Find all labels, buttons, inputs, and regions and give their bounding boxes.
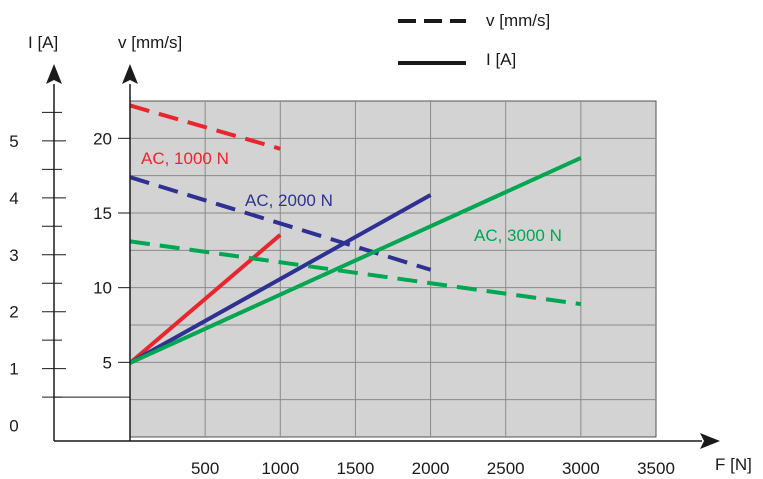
y-tick-label-current: 2 (9, 303, 18, 322)
series-velocity-line (130, 175, 432, 272)
series-current-line (130, 233, 282, 365)
legend-label-velocity: v [mm/s] (486, 11, 550, 30)
series-velocity-line (130, 103, 281, 151)
plot-area (129, 100, 657, 438)
y-tick-label-velocity: 10 (93, 279, 112, 298)
y-axis-current-arrow (46, 64, 62, 84)
x-tick-label: 2500 (487, 459, 525, 478)
y-axis-title-velocity: v [mm/s] (118, 33, 182, 52)
x-tick-label: 1000 (261, 459, 299, 478)
x-tick-label: 3500 (637, 459, 675, 478)
series-layer (130, 103, 582, 365)
series-label: AC, 3000 N (474, 226, 562, 245)
axes (46, 64, 720, 449)
y-axis-velocity-arrow (122, 64, 138, 84)
legend-label-current: I [A] (486, 50, 516, 69)
y-tick-label-current: 4 (9, 189, 18, 208)
series-current-line (130, 193, 432, 365)
x-axis-arrow (700, 433, 720, 449)
y-tick-label-velocity: 5 (103, 353, 112, 372)
series-labels: AC, 1000 N AC, 2000 N AC, 3000 N (141, 149, 562, 245)
y-tick-label-velocity: 15 (93, 204, 112, 223)
x-tick-label: 500 (191, 459, 219, 478)
series-velocity-line (130, 239, 582, 307)
x-tick-label: 2000 (412, 459, 450, 478)
series-label: AC, 2000 N (245, 191, 333, 210)
y-tick-label-velocity: 20 (93, 129, 112, 148)
series-label: AC, 1000 N (141, 149, 229, 168)
y-axis-title-current: I [A] (28, 33, 58, 52)
y-tick-label-current: 5 (9, 132, 18, 151)
x-tick-label: 3000 (562, 459, 600, 478)
y-tick-label-current: 3 (9, 246, 18, 265)
y-tick-label-current: 0 (9, 417, 18, 436)
y-tick-label-current: 1 (9, 360, 18, 379)
x-axis-title: F [N] (715, 455, 752, 474)
series-current-line (130, 156, 582, 365)
ticks-layer: 500 1000 1500 2000 2500 3000 3500 5 10 15 20 0 1 2 3 4 5 (9, 111, 675, 478)
x-tick-label: 1500 (337, 459, 375, 478)
legend: v [mm/s] I [A] (398, 11, 550, 69)
